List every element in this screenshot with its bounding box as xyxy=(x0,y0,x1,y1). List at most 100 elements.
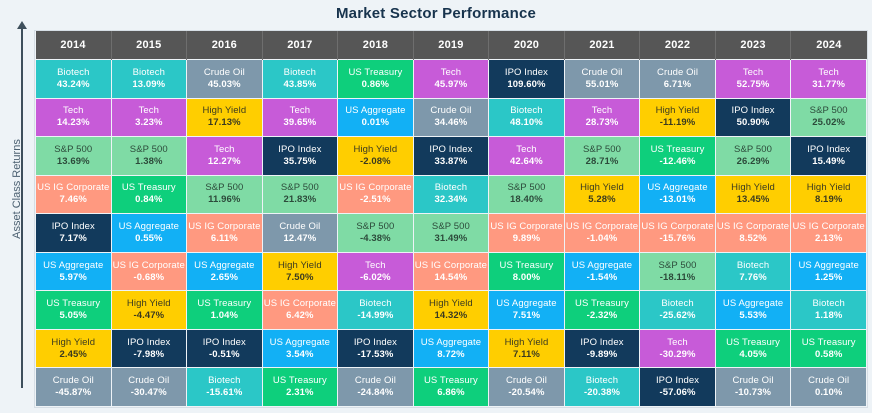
cell-2015-s-p-500[interactable]: S&P 500 1.38% xyxy=(110,136,188,176)
cell-2015-us-treasury[interactable]: US Treasury 0.84% xyxy=(110,174,188,215)
cell-2015-us-aggregate[interactable]: US Aggregate 0.55% xyxy=(110,213,188,253)
cell-2014-biotech[interactable]: Biotech 43.24% xyxy=(35,59,112,99)
cell-2016-us-treasury[interactable]: US Treasury 1.04% xyxy=(186,290,263,330)
cell-2015-tech[interactable]: Tech 3.23% xyxy=(110,97,188,138)
cell-2016-crude-oil[interactable]: Crude Oil 45.03% xyxy=(186,59,263,99)
cell-2017-us-treasury[interactable]: US Treasury 2.31% xyxy=(261,367,339,407)
cell-2021-us-aggregate[interactable]: US Aggregate -1.54% xyxy=(563,251,641,292)
cell-2017-biotech[interactable]: Biotech 43.85% xyxy=(261,59,339,99)
cell-2018-ipo-index[interactable]: IPO Index -17.53% xyxy=(337,328,414,369)
cell-2021-us-treasury[interactable]: US Treasury -2.32% xyxy=(563,290,641,330)
cell-2021-high-yield[interactable]: High Yield 5.28% xyxy=(563,174,641,215)
cell-asset-name: US Treasury xyxy=(348,66,403,78)
cell-2018-biotech[interactable]: Biotech -14.99% xyxy=(337,290,414,330)
cell-2023-high-yield[interactable]: High Yield 13.45% xyxy=(714,174,792,215)
cell-2015-high-yield[interactable]: High Yield -4.47% xyxy=(110,290,188,330)
cell-2021-biotech[interactable]: Biotech -20.38% xyxy=(563,367,641,407)
cell-2021-tech[interactable]: Tech 28.73% xyxy=(563,97,641,138)
cell-2018-us-aggregate[interactable]: US Aggregate 0.01% xyxy=(337,97,414,138)
cell-2014-high-yield[interactable]: High Yield 2.45% xyxy=(35,328,112,369)
cell-2020-crude-oil[interactable]: Crude Oil -20.54% xyxy=(488,367,565,407)
cell-2023-ipo-index[interactable]: IPO Index 50.90% xyxy=(714,97,792,138)
cell-2022-us-treasury[interactable]: US Treasury -12.46% xyxy=(639,136,716,176)
cell-2024-crude-oil[interactable]: Crude Oil 0.10% xyxy=(790,367,867,407)
cell-2019-ipo-index[interactable]: IPO Index 33.87% xyxy=(412,136,490,176)
cell-2021-us-ig-corporate[interactable]: US IG Corporate -1.04% xyxy=(563,213,641,253)
cell-2023-crude-oil[interactable]: Crude Oil -10.73% xyxy=(714,367,792,407)
cell-2016-ipo-index[interactable]: IPO Index -0.51% xyxy=(186,328,263,369)
cell-2015-crude-oil[interactable]: Crude Oil -30.47% xyxy=(110,367,188,407)
cell-2019-tech[interactable]: Tech 45.97% xyxy=(412,59,490,99)
cell-2019-us-aggregate[interactable]: US Aggregate 8.72% xyxy=(412,328,490,369)
cell-2016-us-aggregate[interactable]: US Aggregate 2.65% xyxy=(186,251,263,292)
cell-2017-high-yield[interactable]: High Yield 7.50% xyxy=(261,251,339,292)
cell-2018-s-p-500[interactable]: S&P 500 -4.38% xyxy=(337,213,414,253)
cell-2017-us-aggregate[interactable]: US Aggregate 3.54% xyxy=(261,328,339,369)
cell-2018-crude-oil[interactable]: Crude Oil -24.84% xyxy=(337,367,414,407)
cell-2024-us-ig-corporate[interactable]: US IG Corporate 2.13% xyxy=(790,213,867,253)
cell-2020-s-p-500[interactable]: S&P 500 18.40% xyxy=(488,174,565,215)
cell-2023-us-aggregate[interactable]: US Aggregate 5.53% xyxy=(714,290,792,330)
cell-2024-us-treasury[interactable]: US Treasury 0.58% xyxy=(790,328,867,369)
cell-2023-us-ig-corporate[interactable]: US IG Corporate 8.52% xyxy=(714,213,792,253)
cell-2014-ipo-index[interactable]: IPO Index 7.17% xyxy=(35,213,112,253)
cell-2022-us-ig-corporate[interactable]: US IG Corporate -15.76% xyxy=(639,213,716,253)
cell-2024-tech[interactable]: Tech 31.77% xyxy=(790,59,867,99)
cell-2022-crude-oil[interactable]: Crude Oil 6.71% xyxy=(639,59,716,99)
cell-2021-crude-oil[interactable]: Crude Oil 55.01% xyxy=(563,59,641,99)
cell-2020-ipo-index[interactable]: IPO Index 109.60% xyxy=(488,59,565,99)
cell-2019-us-treasury[interactable]: US Treasury 6.86% xyxy=(412,367,490,407)
cell-2019-crude-oil[interactable]: Crude Oil 34.46% xyxy=(412,97,490,138)
cell-2015-ipo-index[interactable]: IPO Index -7.98% xyxy=(110,328,188,369)
cell-2019-s-p-500[interactable]: S&P 500 31.49% xyxy=(412,213,490,253)
cell-2014-us-treasury[interactable]: US Treasury 5.05% xyxy=(35,290,112,330)
cell-2022-s-p-500[interactable]: S&P 500 -18.11% xyxy=(639,251,716,292)
cell-2020-us-ig-corporate[interactable]: US IG Corporate 9.89% xyxy=(488,213,565,253)
cell-2014-s-p-500[interactable]: S&P 500 13.69% xyxy=(35,136,112,176)
cell-2017-ipo-index[interactable]: IPO Index 35.75% xyxy=(261,136,339,176)
cell-2015-us-ig-corporate[interactable]: US IG Corporate -0.68% xyxy=(110,251,188,292)
cell-2020-biotech[interactable]: Biotech 48.10% xyxy=(488,97,565,138)
cell-2014-crude-oil[interactable]: Crude Oil -45.87% xyxy=(35,367,112,407)
cell-2016-us-ig-corporate[interactable]: US IG Corporate 6.11% xyxy=(186,213,263,253)
cell-2022-biotech[interactable]: Biotech -25.62% xyxy=(639,290,716,330)
cell-2021-ipo-index[interactable]: IPO Index -9.89% xyxy=(563,328,641,369)
cell-2022-ipo-index[interactable]: IPO Index -57.06% xyxy=(639,367,716,407)
cell-2019-biotech[interactable]: Biotech 32.34% xyxy=(412,174,490,215)
cell-2024-s-p-500[interactable]: S&P 500 25.02% xyxy=(790,97,867,138)
cell-2020-us-aggregate[interactable]: US Aggregate 7.51% xyxy=(488,290,565,330)
cell-2017-tech[interactable]: Tech 39.65% xyxy=(261,97,339,138)
cell-2015-biotech[interactable]: Biotech 13.09% xyxy=(110,59,188,99)
cell-2016-s-p-500[interactable]: S&P 500 11.96% xyxy=(186,174,263,215)
cell-2022-us-aggregate[interactable]: US Aggregate -13.01% xyxy=(639,174,716,215)
cell-2014-tech[interactable]: Tech 14.23% xyxy=(35,97,112,138)
cell-2021-s-p-500[interactable]: S&P 500 28.71% xyxy=(563,136,641,176)
cell-2024-us-aggregate[interactable]: US Aggregate 1.25% xyxy=(790,251,867,292)
cell-2017-s-p-500[interactable]: S&P 500 21.83% xyxy=(261,174,339,215)
cell-2023-us-treasury[interactable]: US Treasury 4.05% xyxy=(714,328,792,369)
cell-2016-biotech[interactable]: Biotech -15.61% xyxy=(186,367,263,407)
cell-2018-high-yield[interactable]: High Yield -2.08% xyxy=(337,136,414,176)
cell-2023-s-p-500[interactable]: S&P 500 26.29% xyxy=(714,136,792,176)
cell-2014-us-ig-corporate[interactable]: US IG Corporate 7.46% xyxy=(35,174,112,215)
cell-2024-high-yield[interactable]: High Yield 8.19% xyxy=(790,174,867,215)
cell-2017-crude-oil[interactable]: Crude Oil 12.47% xyxy=(261,213,339,253)
cell-2017-us-ig-corporate[interactable]: US IG Corporate 6.42% xyxy=(261,290,339,330)
cell-2024-ipo-index[interactable]: IPO Index 15.49% xyxy=(790,136,867,176)
cell-2023-biotech[interactable]: Biotech 7.76% xyxy=(714,251,792,292)
cell-2018-us-treasury[interactable]: US Treasury 0.86% xyxy=(337,59,414,99)
cell-2022-tech[interactable]: Tech -30.29% xyxy=(639,328,716,369)
cell-2014-us-aggregate[interactable]: US Aggregate 5.97% xyxy=(35,251,112,292)
cell-2020-high-yield[interactable]: High Yield 7.11% xyxy=(488,328,565,369)
cell-2022-high-yield[interactable]: High Yield -11.19% xyxy=(639,97,716,138)
cell-2018-tech[interactable]: Tech -6.02% xyxy=(337,251,414,292)
cell-2016-tech[interactable]: Tech 12.27% xyxy=(186,136,263,176)
cell-2020-tech[interactable]: Tech 42.64% xyxy=(488,136,565,176)
cell-2023-tech[interactable]: Tech 52.75% xyxy=(714,59,792,99)
cell-2020-us-treasury[interactable]: US Treasury 8.00% xyxy=(488,251,565,292)
cell-2019-us-ig-corporate[interactable]: US IG Corporate 14.54% xyxy=(412,251,490,292)
cell-2024-biotech[interactable]: Biotech 1.18% xyxy=(790,290,867,330)
cell-2019-high-yield[interactable]: High Yield 14.32% xyxy=(412,290,490,330)
cell-2018-us-ig-corporate[interactable]: US IG Corporate -2.51% xyxy=(337,174,414,215)
cell-2016-high-yield[interactable]: High Yield 17.13% xyxy=(186,97,263,138)
